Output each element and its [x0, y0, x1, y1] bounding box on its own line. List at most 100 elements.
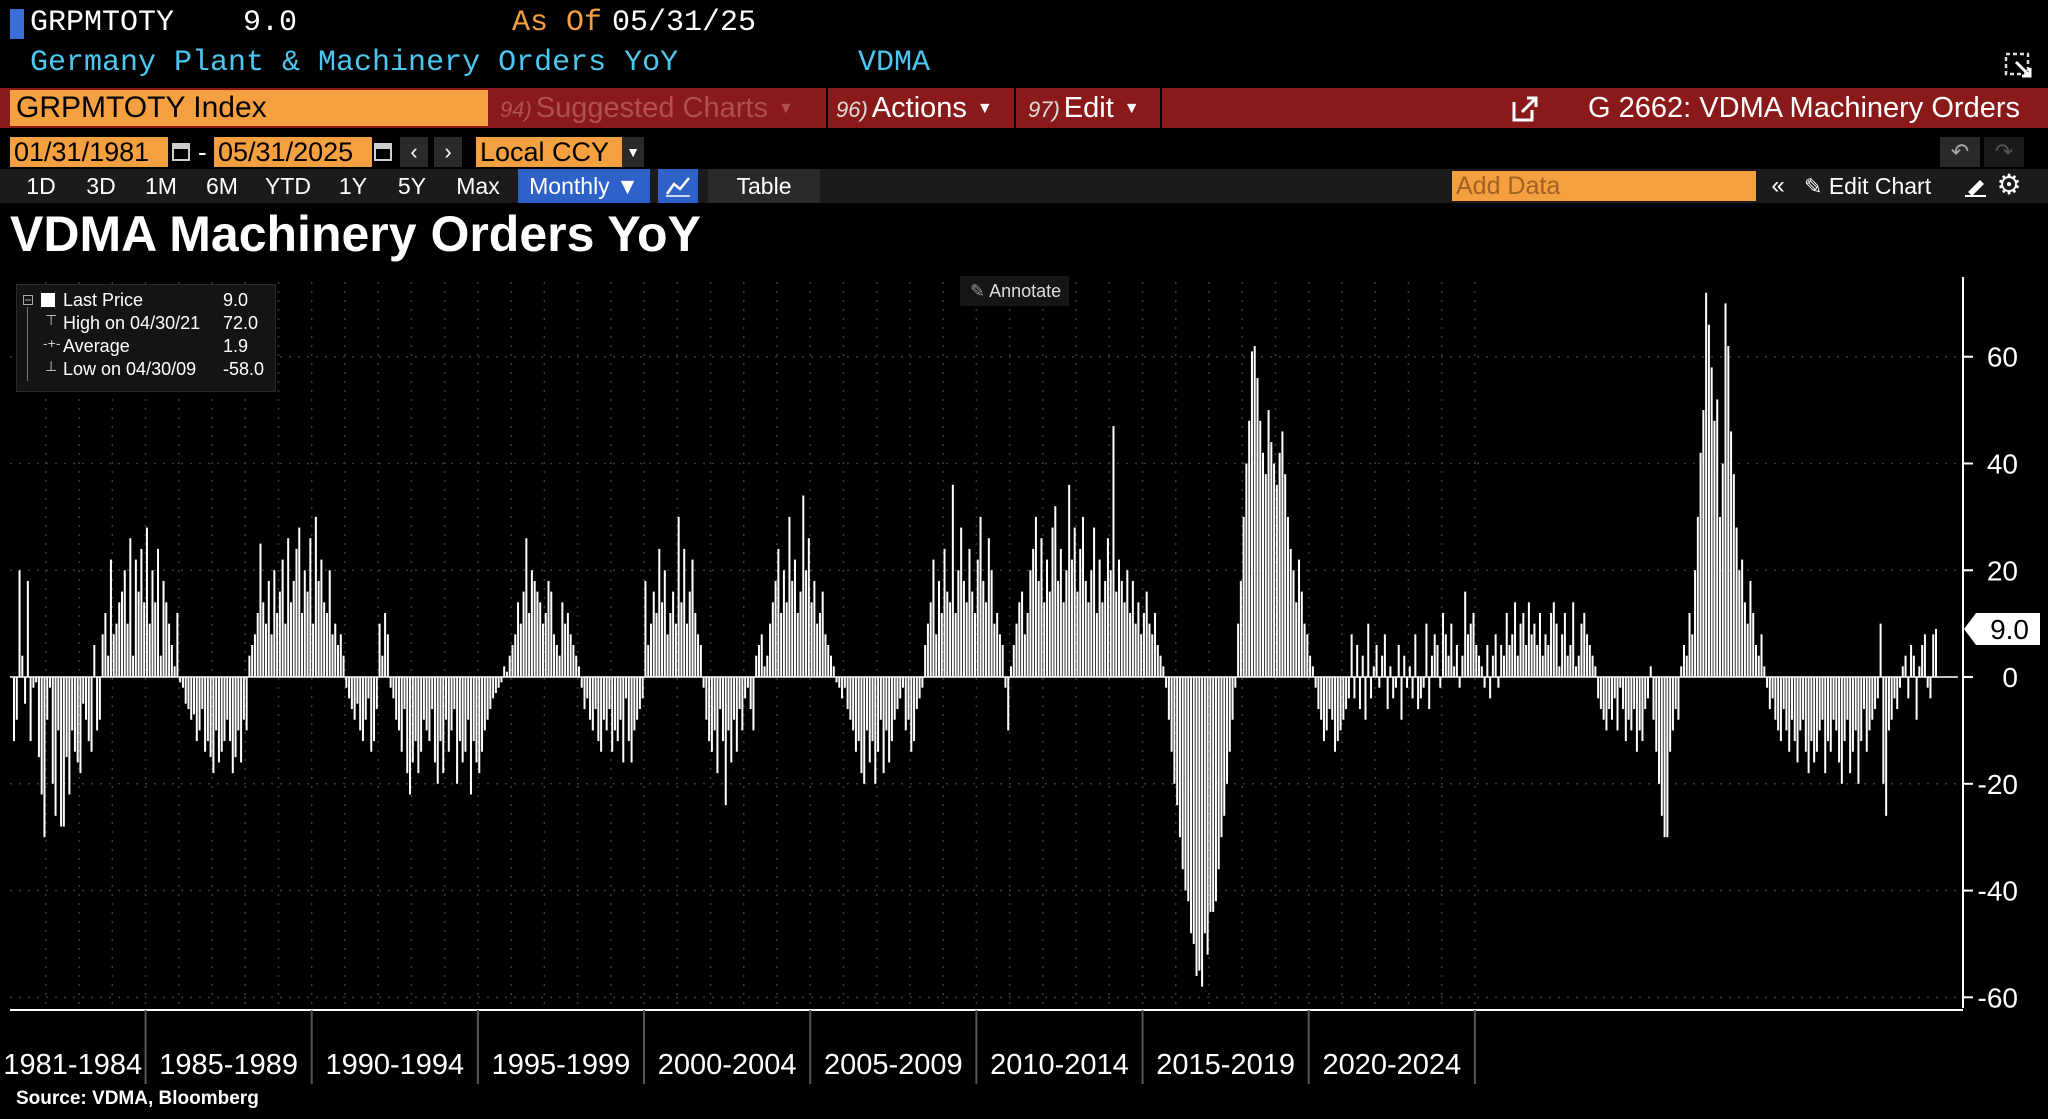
data-bar [625, 677, 628, 699]
data-bar [1602, 677, 1605, 720]
data-bar [60, 677, 63, 827]
data-bar [971, 591, 974, 678]
external-link-icon[interactable] [1510, 94, 1540, 124]
edit-chart-button[interactable]: ✎ Edit Chart [1804, 169, 1931, 203]
data-bar [1311, 666, 1314, 678]
data-bar [874, 677, 877, 784]
data-bar [1134, 623, 1137, 678]
period-ytd[interactable]: YTD [265, 173, 311, 199]
data-bar [1851, 677, 1854, 752]
data-bar [1685, 655, 1688, 678]
data-bar [1034, 516, 1037, 678]
data-bar [1012, 645, 1015, 678]
data-bar [259, 543, 262, 678]
collapse-icon[interactable]: « [1771, 172, 1785, 199]
data-bar [580, 677, 583, 688]
data-bar [49, 677, 52, 688]
table-button[interactable]: Table [708, 169, 820, 203]
data-bar [378, 623, 381, 678]
period-5y[interactable]: 5Y [397, 173, 427, 199]
data-bar [1300, 591, 1303, 678]
data-bar [433, 677, 436, 763]
data-bar [342, 655, 345, 678]
period-1d[interactable]: 1D [26, 173, 56, 199]
data-bar [1336, 677, 1339, 742]
data-bar [888, 677, 891, 763]
data-bar [1165, 677, 1168, 688]
data-bar [1480, 666, 1483, 678]
data-bar [550, 591, 553, 678]
data-bar [503, 666, 506, 678]
line-chart-icon[interactable] [658, 169, 698, 203]
edit-button[interactable]: 97) Edit ▼ [1028, 88, 1140, 128]
data-bar [1273, 463, 1276, 678]
data-bar [1935, 628, 1937, 678]
edit-properties-icon[interactable] [1962, 172, 1990, 200]
security-input[interactable]: GRPMTOTY Index [10, 90, 488, 126]
data-bar [1597, 677, 1600, 699]
popout-icon[interactable] [2004, 50, 2034, 80]
data-bar [1829, 677, 1832, 752]
data-bar [566, 612, 569, 678]
data-bar [849, 677, 852, 720]
add-data-input[interactable]: Add Data [1452, 171, 1756, 201]
data-bar [1901, 666, 1904, 678]
period-3d[interactable]: 3D [86, 173, 116, 199]
data-bar [109, 559, 112, 678]
data-bar [1635, 677, 1638, 752]
data-bar [1142, 612, 1145, 678]
data-bar [1879, 623, 1882, 678]
period-1y[interactable]: 1Y [338, 173, 368, 199]
data-bar [1552, 602, 1555, 678]
data-bar [990, 570, 993, 678]
data-bar [1151, 634, 1154, 678]
period-1m[interactable]: 1M [145, 173, 177, 199]
data-bar [890, 677, 893, 742]
data-bar [1813, 677, 1816, 763]
data-bar [173, 666, 176, 678]
data-bar [295, 548, 298, 678]
currency-select[interactable]: Local CCY [476, 137, 644, 167]
period-6m[interactable]: 6M [206, 173, 238, 199]
data-bar [472, 677, 475, 742]
annotate-label: Annotate [989, 281, 1062, 301]
previous-period-button[interactable]: ‹ [400, 137, 428, 167]
gear-icon[interactable]: ⚙ [1996, 169, 2022, 200]
data-bar [539, 602, 542, 678]
data-bar [1370, 677, 1373, 699]
end-date-input[interactable]: 05/31/2025 [214, 137, 372, 167]
data-bar [1860, 677, 1863, 742]
data-bar [1771, 677, 1774, 699]
next-period-button[interactable]: › [434, 137, 462, 167]
actions-button[interactable]: 96) Actions ▼ [836, 88, 993, 128]
start-date-input[interactable]: 01/31/1981 [10, 137, 168, 167]
undo-icon[interactable]: ↶ [1940, 137, 1980, 167]
suggested-charts-button[interactable]: 94) Suggested Charts ▼ [500, 88, 794, 128]
data-bar [627, 677, 630, 742]
data-bar [575, 655, 578, 678]
data-bar [1170, 677, 1173, 752]
redo-icon[interactable]: ↷ [1984, 137, 2024, 167]
data-bar [799, 591, 802, 678]
calendar-icon[interactable] [374, 141, 392, 161]
data-bar [1677, 677, 1680, 720]
legend-box: Last Price 9.0 ⊤ High on 04/30/21 72.0 -… [16, 284, 276, 392]
annotate-button[interactable]: ✎ Annotate [960, 276, 1070, 306]
data-bar [104, 612, 107, 678]
data-bar [270, 634, 273, 678]
data-bar [1461, 655, 1464, 678]
actions-label: Actions [871, 92, 967, 124]
data-bar [1915, 677, 1918, 720]
data-bar [1591, 655, 1594, 678]
frequency-select[interactable]: Monthly ▼ [518, 169, 650, 203]
data-bar [877, 677, 880, 752]
data-bar [843, 677, 846, 688]
chevron-down-icon[interactable]: ▼ [622, 137, 644, 167]
period-max[interactable]: Max [456, 173, 500, 199]
data-bar [882, 677, 885, 774]
collapse-legend-icon[interactable] [23, 295, 33, 305]
data-bar [929, 602, 932, 678]
calendar-icon[interactable] [172, 141, 190, 161]
security-description: Germany Plant & Machinery Orders YoY [30, 46, 679, 80]
data-bar [904, 677, 907, 731]
